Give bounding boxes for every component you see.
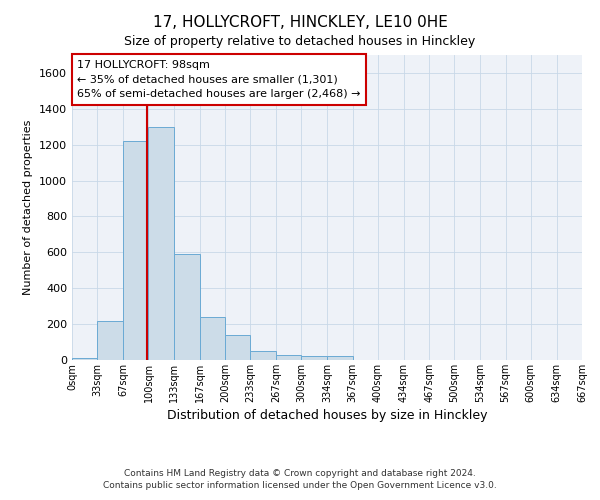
Bar [276, 354, 301, 360]
Bar [250, 351, 276, 360]
Bar [200, 317, 225, 360]
X-axis label: Distribution of detached houses by size in Hinckley: Distribution of detached houses by size … [167, 409, 487, 422]
Text: Size of property relative to detached houses in Hinckley: Size of property relative to detached ho… [124, 35, 476, 48]
Text: 17 HOLLYCROFT: 98sqm
← 35% of detached houses are smaller (1,301)
65% of semi-de: 17 HOLLYCROFT: 98sqm ← 35% of detached h… [77, 60, 361, 99]
Bar [173, 254, 200, 360]
Bar [328, 356, 353, 360]
Text: Contains HM Land Registry data © Crown copyright and database right 2024.
Contai: Contains HM Land Registry data © Crown c… [103, 468, 497, 490]
Y-axis label: Number of detached properties: Number of detached properties [23, 120, 34, 295]
Bar [123, 141, 148, 360]
Bar [97, 320, 123, 360]
Text: 17, HOLLYCROFT, HINCKLEY, LE10 0HE: 17, HOLLYCROFT, HINCKLEY, LE10 0HE [152, 15, 448, 30]
Bar [225, 335, 250, 360]
Bar [72, 358, 97, 360]
Bar [301, 356, 328, 360]
Bar [148, 127, 173, 360]
